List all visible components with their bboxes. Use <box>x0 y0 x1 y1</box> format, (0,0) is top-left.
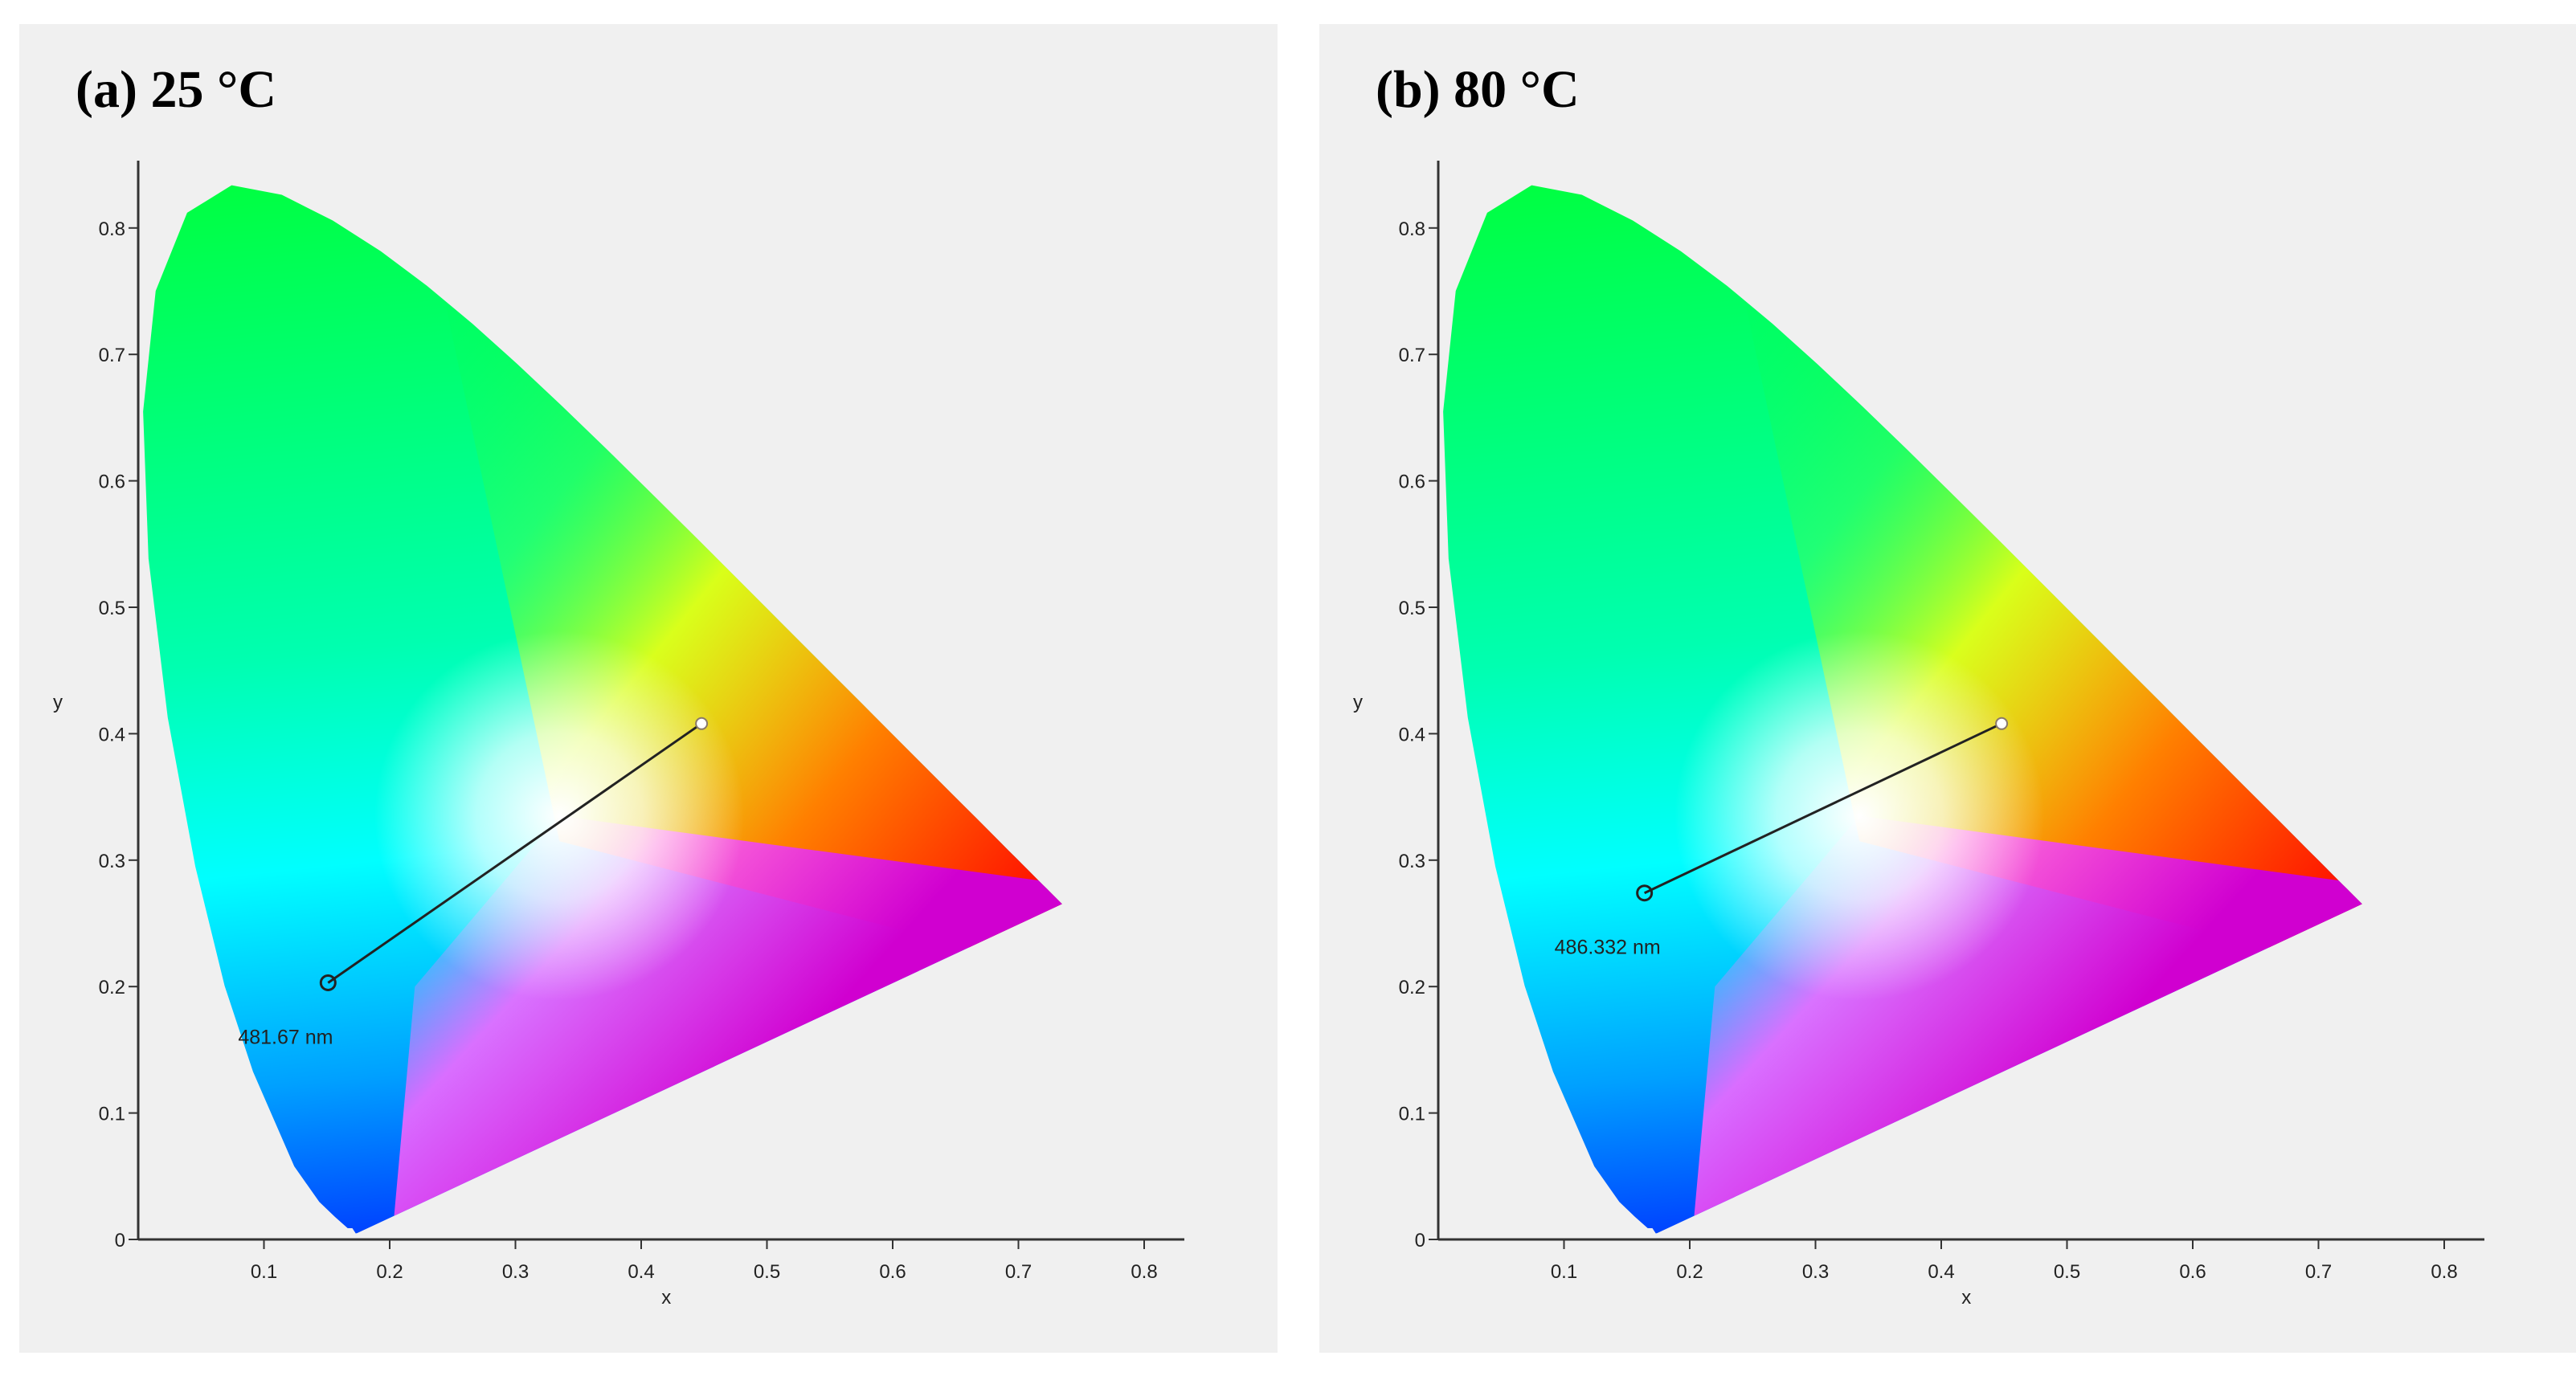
chart-title: (b) 80 °C <box>1376 60 1580 119</box>
y-tick-label: 0.6 <box>1399 472 1425 493</box>
y-tick-label: 0.2 <box>1399 977 1425 998</box>
x-tick-label: 0.8 <box>1131 1261 1157 1283</box>
y-tick-label: 0.5 <box>99 598 125 619</box>
y-tick-label: 0.5 <box>1399 598 1425 619</box>
y-tick-label: 0.7 <box>99 345 125 366</box>
x-tick-label: 0.7 <box>1005 1261 1032 1283</box>
x-tick-label: 0.5 <box>754 1261 780 1283</box>
sample-point-marker <box>319 974 337 991</box>
cie-chart: 0.1 0.2 0.3 0.4 0.5 0.6 0.7 0.8 0 0.1 0.2 0.3 0.4 0.5… <box>1353 161 2484 1309</box>
white-point-marker <box>1995 717 2009 730</box>
cie-chart: 0.1 0.2 0.3 0.4 0.5 0.6 0.7 0.8 0 0.1 0.2 0.3 0.4 0.5… <box>53 161 1184 1309</box>
x-tick-label: 0.2 <box>376 1261 403 1283</box>
x-axis-label: x <box>1961 1287 1971 1309</box>
x-tick-label: 0.6 <box>2179 1261 2206 1283</box>
x-axis-label: x <box>661 1287 671 1309</box>
chart-panel-b: (b) 80 °C 0.1 0.2 0.3 0.4 0.5 0.6 0.7 0.8 0 0.1 0.… <box>1319 24 2576 1353</box>
color-gamut <box>1443 185 2362 1234</box>
color-gamut <box>143 185 1062 1234</box>
sample-point-marker <box>1636 884 1654 902</box>
wavelength-label: 486.332 nm <box>1555 937 1661 959</box>
y-tick-label: 0.6 <box>99 472 125 493</box>
x-tick-label: 0.2 <box>1676 1261 1703 1283</box>
dominant-wavelength-line <box>327 722 702 984</box>
x-tick-label: 0.1 <box>251 1261 277 1283</box>
y-tick-label: 0.1 <box>1399 1104 1425 1125</box>
x-tick-label: 0.5 <box>2054 1261 2080 1283</box>
x-tick-label: 0.4 <box>628 1261 654 1283</box>
y-tick-label: 0.1 <box>99 1104 125 1125</box>
x-tick-label: 0.4 <box>1928 1261 1954 1283</box>
x-tick-label: 0.3 <box>502 1261 529 1283</box>
y-axis-label: y <box>1353 692 1363 713</box>
chart-title: (a) 25 °C <box>76 60 277 119</box>
y-tick-label: 0 <box>115 1230 125 1251</box>
x-tick-label: 0.8 <box>2431 1261 2457 1283</box>
x-tick-label: 0.1 <box>1551 1261 1577 1283</box>
gamut-white-center <box>350 606 769 1025</box>
white-point-marker <box>695 717 709 730</box>
y-tick-label: 0.7 <box>1399 345 1425 366</box>
x-tick-label: 0.7 <box>2305 1261 2332 1283</box>
y-tick-label: 0 <box>1415 1230 1425 1251</box>
gamut-white-center <box>1650 606 2069 1025</box>
wavelength-label: 481.67 nm <box>238 1026 333 1048</box>
y-tick-label: 0.4 <box>99 724 125 745</box>
y-tick-label: 0.4 <box>1399 724 1425 745</box>
x-tick-label: 0.6 <box>879 1261 906 1283</box>
y-tick-label: 0.3 <box>1399 851 1425 872</box>
y-tick-label: 0.3 <box>99 851 125 872</box>
dominant-wavelength-line <box>1644 722 2002 895</box>
y-tick-label: 0.8 <box>1399 218 1425 240</box>
y-axis-label: y <box>53 692 63 713</box>
y-tick-label: 0.2 <box>99 977 125 998</box>
y-tick-label: 0.8 <box>99 218 125 240</box>
chart-panel-a: (a) 25 °C 0.1 0.2 0.3 0.4 0.5 0.6 0.7 0.8 0 0.1 0.… <box>19 24 1278 1353</box>
x-tick-label: 0.3 <box>1802 1261 1829 1283</box>
